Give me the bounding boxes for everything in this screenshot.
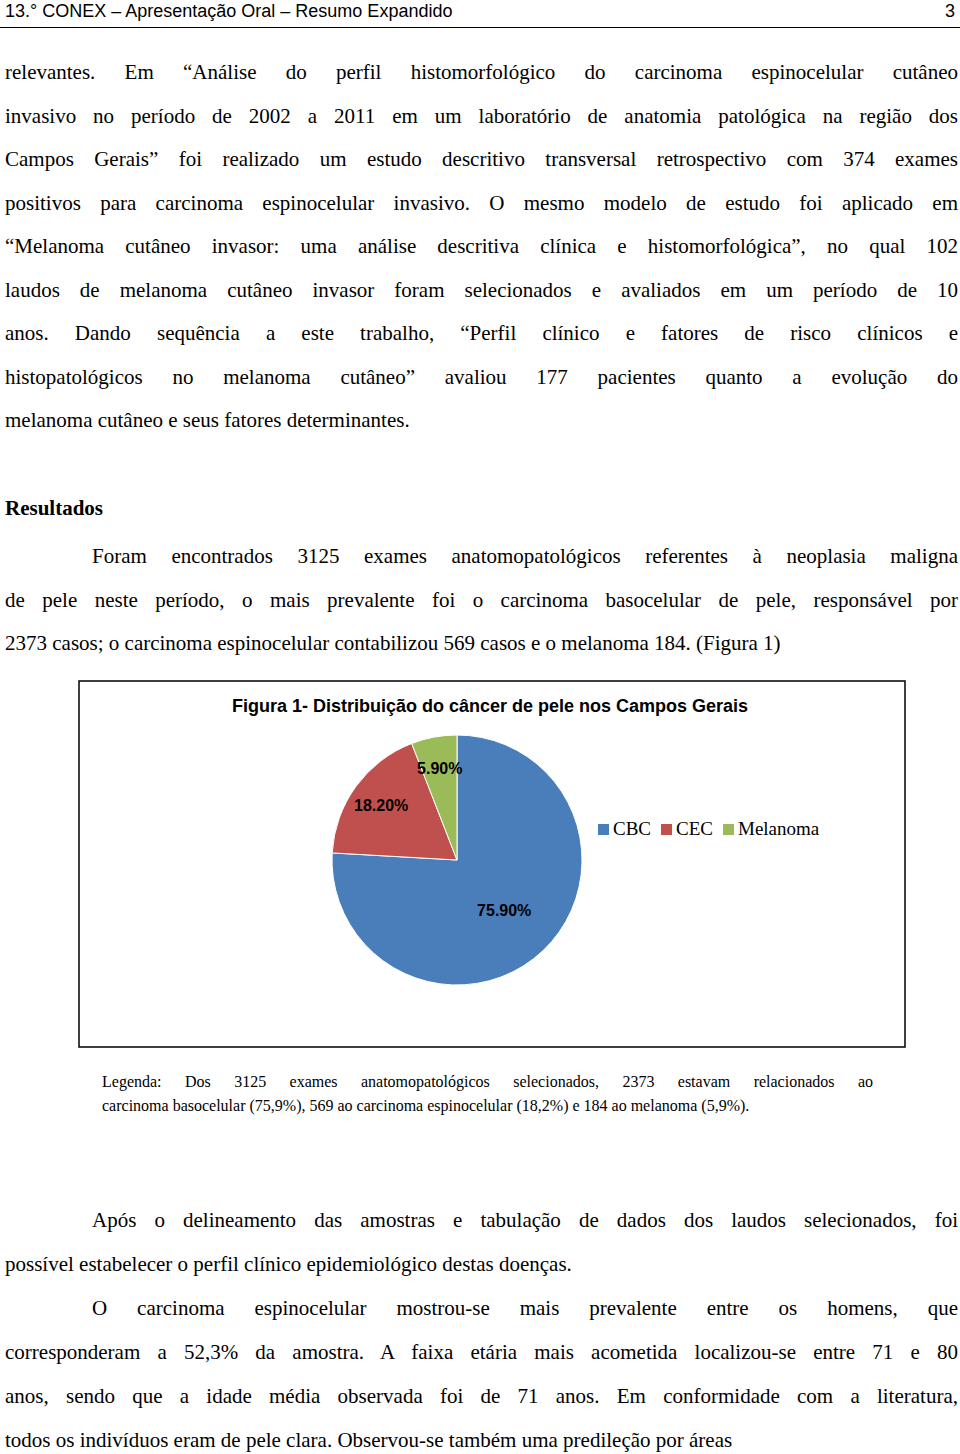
data-label: 5.90% bbox=[417, 760, 462, 777]
figure: Figura 1- Distribuição do câncer de pele… bbox=[78, 680, 906, 1048]
paragraph-line: 2373 casos; o carcinoma espinocelular co… bbox=[5, 630, 958, 656]
paragraph-line: de pele neste período, o mais prevalente… bbox=[5, 587, 958, 613]
data-label: 75.90% bbox=[477, 902, 531, 919]
paragraph-line: laudos de melanoma cutâneo invasor foram… bbox=[5, 277, 958, 303]
paragraph-line: histopatológicos no melanoma cutâneo” av… bbox=[5, 364, 958, 390]
caption-line: carcinoma basocelular (75,9%), 569 ao ca… bbox=[102, 1095, 873, 1117]
section-heading: Resultados bbox=[5, 495, 103, 521]
paragraph-line: “Melanoma cutâneo invasor: uma análise d… bbox=[5, 233, 958, 259]
paragraph-line: anos. Dando sequência a este trabalho, “… bbox=[5, 320, 958, 346]
chart-title: Figura 1- Distribuição do câncer de pele… bbox=[232, 696, 748, 716]
paragraph-line: positivos para carcinoma espinocelular i… bbox=[5, 190, 958, 216]
paragraph-line: melanoma cutâneo e seus fatores determin… bbox=[5, 407, 958, 433]
legend-swatch bbox=[661, 824, 672, 835]
legend-swatch bbox=[723, 824, 734, 835]
header-title: 13.° CONEX – Apresentação Oral – Resumo … bbox=[5, 0, 452, 22]
legend-entry: CEC bbox=[676, 818, 713, 839]
paragraph-line: todos os indivíduos eram de pele clara. … bbox=[5, 1427, 958, 1453]
legend-entry: Melanoma bbox=[738, 818, 820, 839]
paragraph-line: Campos Gerais” foi realizado um estudo d… bbox=[5, 146, 958, 172]
figure-frame bbox=[79, 681, 905, 1047]
caption-line: Legenda: Dos 3125 exames anatomopatológi… bbox=[102, 1071, 873, 1093]
paragraph-line: possível estabelecer o perfil clínico ep… bbox=[5, 1251, 958, 1277]
data-label: 18.20% bbox=[354, 797, 408, 814]
legend-swatch bbox=[598, 824, 609, 835]
paragraph-line: Após o delineamento das amostras e tabul… bbox=[92, 1207, 958, 1233]
paragraph-line: anos, sendo que a idade média observada … bbox=[5, 1383, 958, 1409]
legend-entry: CBC bbox=[613, 818, 651, 839]
header-page: 3 bbox=[945, 0, 955, 22]
paragraph-line: O carcinoma espinocelular mostrou-se mai… bbox=[92, 1295, 958, 1321]
pie-slice bbox=[412, 735, 457, 860]
paragraph-line: invasivo no período de 2002 a 2011 em um… bbox=[5, 103, 958, 129]
paragraph-line: Foram encontrados 3125 exames anatomopat… bbox=[92, 543, 958, 569]
paragraph-line: relevantes. Em “Análise do perfil histom… bbox=[5, 59, 958, 85]
header-rule bbox=[0, 27, 960, 28]
pie-slice bbox=[332, 735, 582, 985]
paragraph-line: corresponderam a 52,3% da amostra. A fai… bbox=[5, 1339, 958, 1365]
pie-slices bbox=[332, 735, 582, 985]
